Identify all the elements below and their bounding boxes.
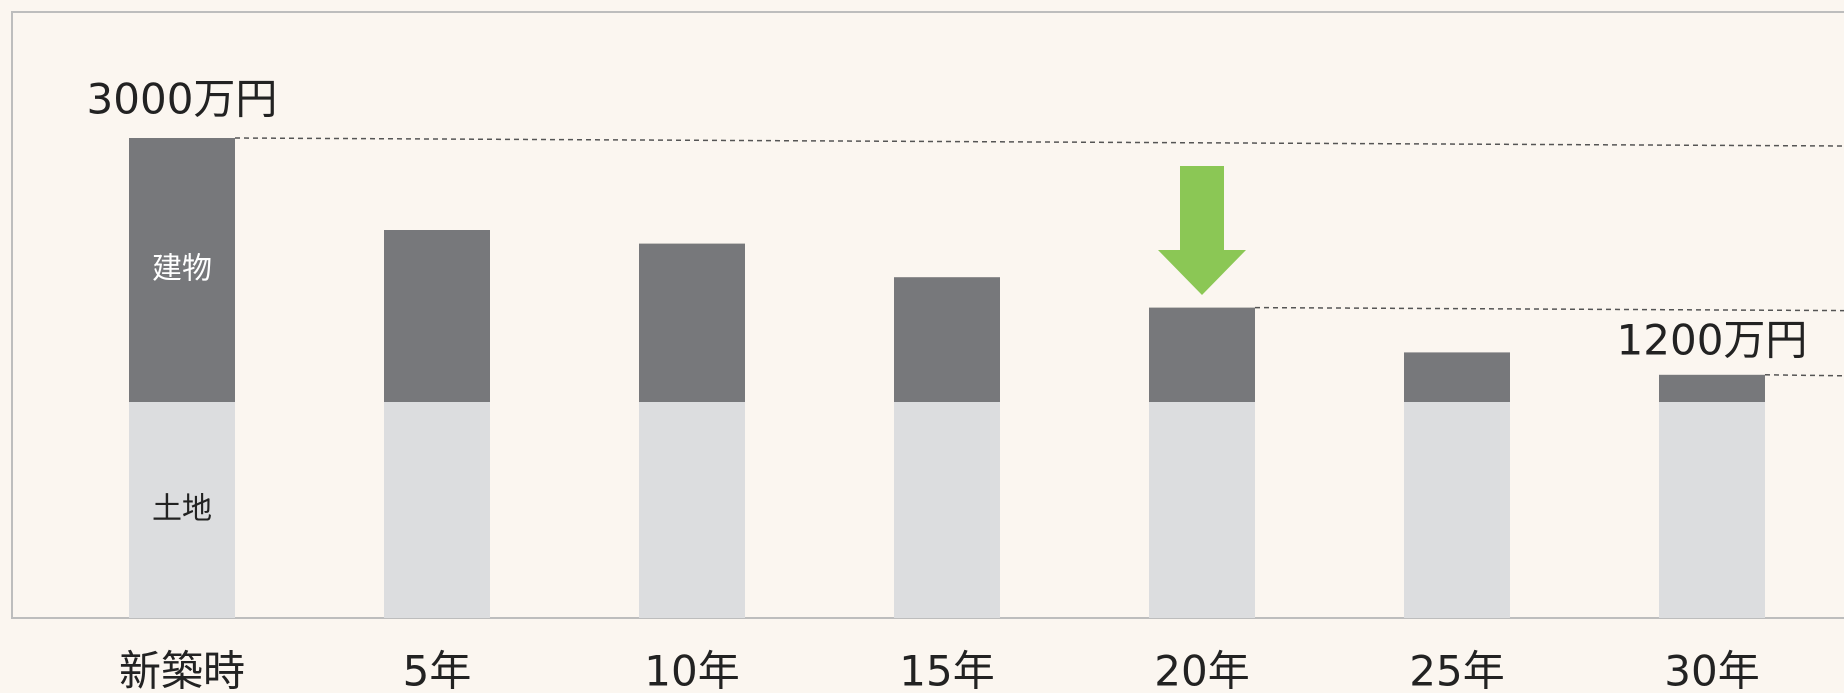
reference-line: [234, 137, 1844, 147]
highlight-arrow: [1158, 166, 1246, 295]
annotation: 1200万円: [1617, 315, 1808, 364]
bar-segment: [639, 402, 745, 618]
segment-label: 土地: [152, 492, 212, 527]
bar-segment: [1659, 402, 1765, 618]
bar-segment: [384, 402, 490, 618]
bar-segment: [639, 243, 745, 402]
x-tick-label: 30年: [1664, 647, 1759, 693]
annotation: 3000万円: [87, 75, 278, 124]
x-tick-label: 新築時: [119, 647, 245, 693]
segment-label: 建物: [152, 252, 212, 287]
bar-segment: [1659, 374, 1765, 402]
x-tick-label: 25年: [1409, 647, 1504, 693]
reference-line: [1254, 306, 1844, 312]
bar-segment: [894, 277, 1000, 402]
bar-segment: [129, 402, 235, 618]
bar-segment: [1404, 402, 1510, 618]
x-tick-label: 10年: [644, 647, 739, 693]
reference-line: [1764, 374, 1844, 377]
bar-segment: [894, 402, 1000, 618]
x-tick-label: 15年: [899, 647, 994, 693]
bar-segment: [384, 230, 490, 402]
bar-segment: [1149, 402, 1255, 618]
x-tick-label: 20年: [1154, 647, 1249, 693]
bar-segment: [129, 138, 235, 402]
bar-segment: [1149, 307, 1255, 402]
x-tick-label: 5年: [403, 647, 472, 693]
bar-segment: [1404, 352, 1510, 402]
